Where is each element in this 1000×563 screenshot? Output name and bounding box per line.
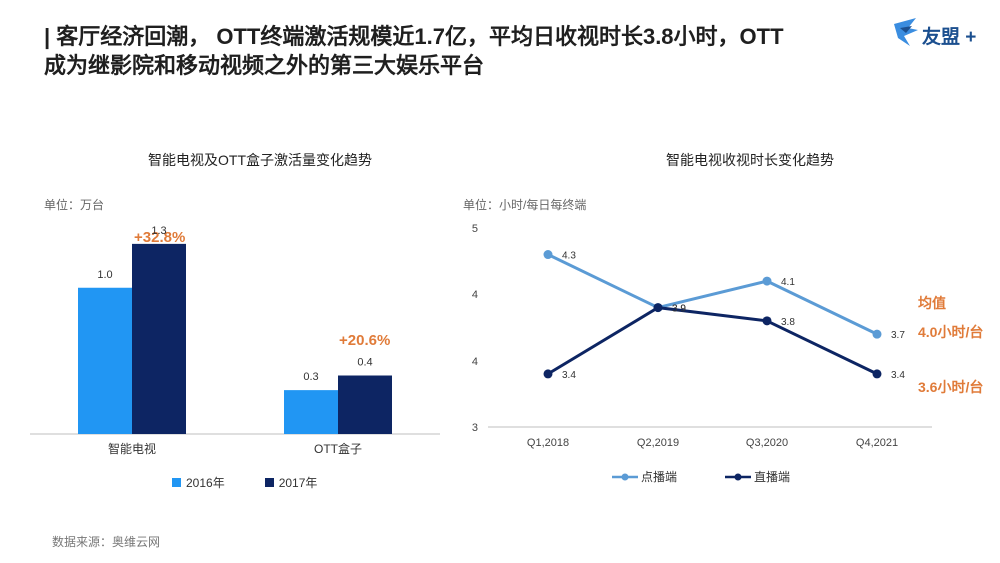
bar-value-label-1-1: 0.4 [357,357,372,369]
bar-category-label-0: 智能电视 [108,441,156,456]
growth-label-ott: +20.6% [339,332,391,349]
line-point-0-0 [543,250,553,260]
bar-0-0 [78,287,132,434]
right-chart-title: 智能电视收视时长变化趋势 [666,152,834,168]
line-point-0-3 [872,329,882,339]
avg-value-live: 3.6小时/台 [918,379,984,395]
bar-1-1 [338,375,392,434]
bar-legend: 2016年 2017年 [172,474,317,491]
line-series-1 [547,306,878,376]
line-x-tick-1: Q2,2019 [637,437,679,449]
line-chart: 5 4 4 3 Q1,2018 Q2,2019 Q3,2020 Q4,2021 4.3 3.9 4.… [472,223,932,449]
growth-label-tv: +32.8% [134,229,186,246]
line-point-1-3 [872,369,882,379]
line-data-label-1-0: 3.4 [562,370,576,381]
line-point-0-2 [762,276,772,286]
line-y-tick-2: 4 [472,356,478,368]
line-series-0 [547,253,878,336]
legend-label-vod: 点播端 [641,470,678,484]
legend-label-2017: 2017年 [278,476,318,490]
line-data-label-0-0: 4.3 [562,251,576,262]
line-x-tick-0: Q1,2018 [527,437,569,449]
page-title-line2: 成为继影院和移动视频之外的第三大娱乐平台 [44,53,485,78]
line-y-tick-0: 5 [472,223,478,235]
line-y-tick-3: 3 [472,422,478,434]
left-chart-unit: 单位：万台 [44,198,105,212]
page-title: | 客厅经济回潮， OTT终端激活规模近1.7亿，平均日收视时长3.8小时，OT… [44,22,894,80]
line-x-tick-2: Q3,2020 [746,437,788,449]
left-chart-title: 智能电视及OTT盒子激活量变化趋势 [148,152,372,168]
bar-chart: 1.0 1.3 智能电视 0.3 0.4 OTT盒子 [30,225,440,456]
legend-label-2016: 2016年 [186,476,225,490]
bar-value-label-1-0: 0.3 [303,371,318,383]
logo-text: 友盟 + [922,27,977,48]
right-chart-unit: 单位：小时/每日每终端 [463,198,587,212]
bar-value-label-0-0: 1.0 [97,269,112,281]
legend-line-vod-icon [612,473,638,480]
umeng-logo-icon [894,18,918,46]
bar-0-1 [132,243,186,434]
line-data-label-1-3: 3.4 [891,370,905,381]
line-point-1-2 [762,316,772,326]
line-y-tick-1: 4 [472,289,478,301]
line-point-1-0 [543,369,553,379]
legend-line-live-icon [725,473,752,480]
line-x-tick-3: Q4,2021 [856,437,898,449]
bar-1-0 [284,390,338,434]
bar-category-label-1: OTT盒子 [314,441,362,456]
legend-swatch-2016 [172,478,181,487]
line-point-1-1 [653,303,663,313]
line-data-label-1-1: 3.9 [672,304,686,315]
avg-value-vod: 4.0小时/台 [918,324,984,340]
avg-title: 均值 [918,295,946,311]
legend-swatch-2017 [264,478,274,487]
bar-value-label-0-1: 1.3 [151,225,166,237]
page-title-line1: | 客厅经济回潮， OTT终端激活规模近1.7亿，平均日收视时长3.8小时，OT… [44,24,784,49]
line-data-label-0-3: 3.7 [891,330,905,341]
line-data-label-0-2: 4.1 [781,277,795,288]
legend-label-live: 直播端 [754,470,791,484]
data-source: 数据来源：奥维云网 [52,535,161,549]
line-legend: 点播端 直播端 [612,468,790,485]
line-data-label-1-2: 3.8 [781,317,795,328]
